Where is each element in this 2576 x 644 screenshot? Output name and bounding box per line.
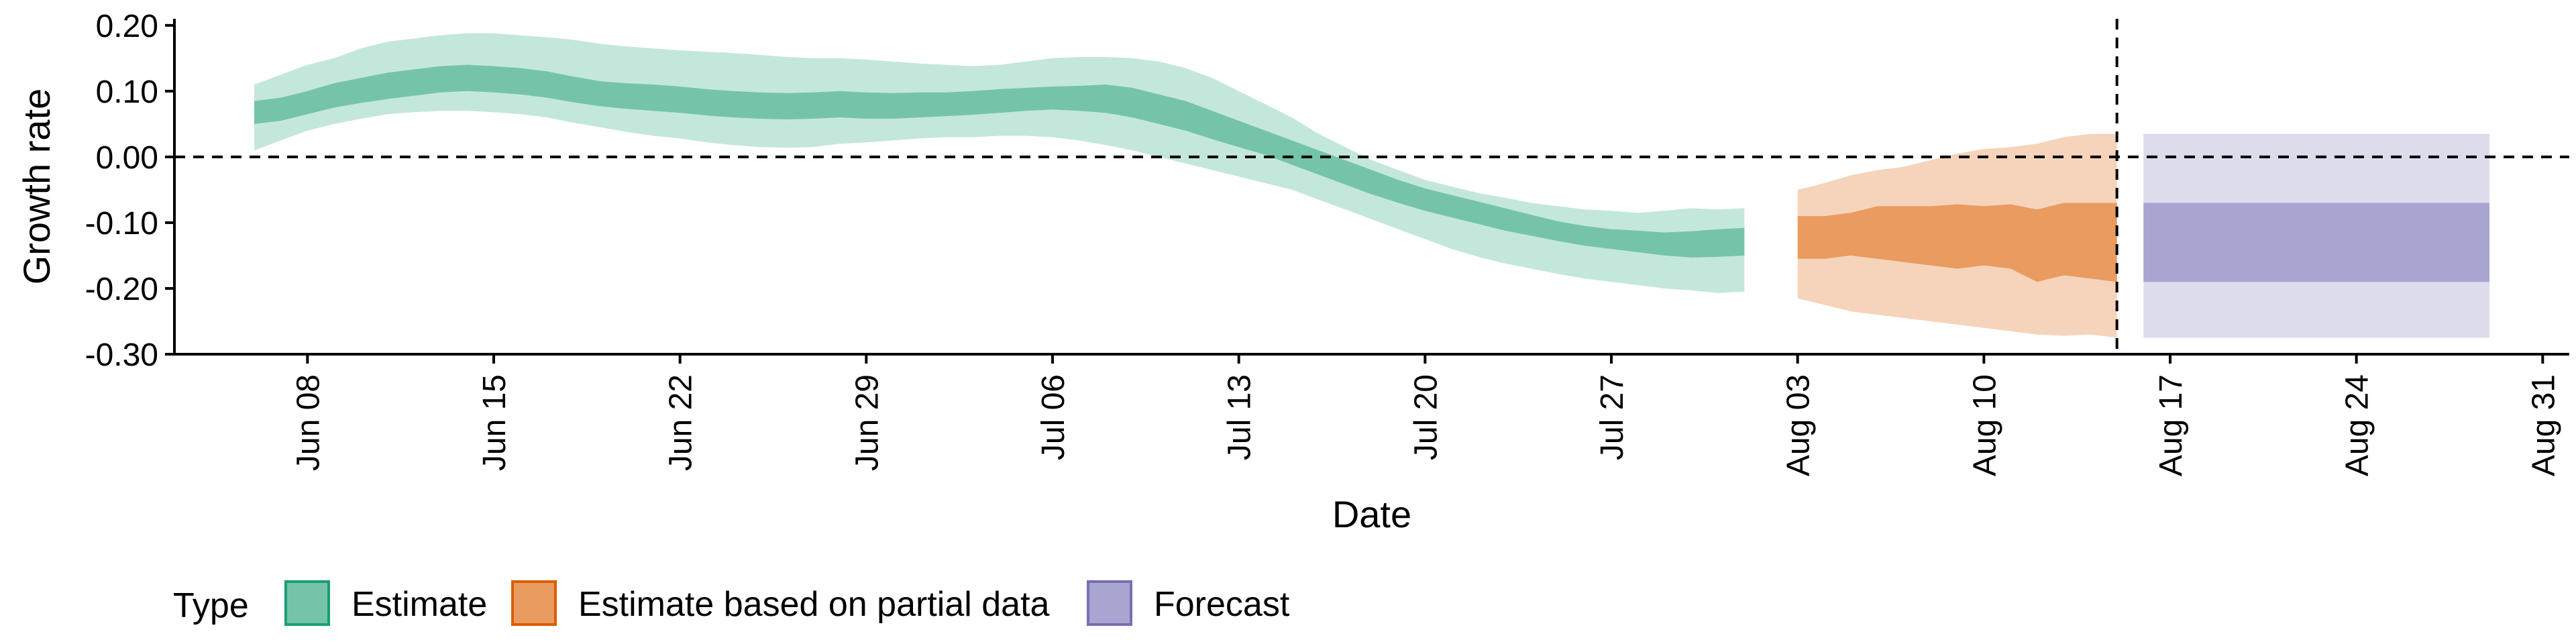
legend-label-estimate: Estimate bbox=[352, 585, 487, 624]
x-tick-label: Jul 06 bbox=[1036, 374, 1071, 460]
x-tick-label: Jul 13 bbox=[1222, 374, 1258, 460]
x-tick-label: Aug 24 bbox=[2340, 374, 2375, 476]
x-tick-label: Aug 31 bbox=[2526, 374, 2561, 476]
x-tick-label: Aug 10 bbox=[1967, 374, 2002, 476]
legend-label-forecast: Forecast bbox=[1154, 585, 1290, 624]
y-tick-label: -0.10 bbox=[85, 206, 158, 241]
reference-lines bbox=[174, 19, 2569, 354]
x-tick-label: Jun 29 bbox=[849, 374, 885, 471]
y-tick-label: 0.10 bbox=[96, 74, 158, 110]
y-axis-title: Growth rate bbox=[15, 89, 58, 285]
estimate-based-on-partial-data-inner-band bbox=[1797, 203, 2117, 282]
legend-key-forecast bbox=[1087, 580, 1132, 626]
x-tick-label: Jun 08 bbox=[290, 374, 326, 471]
axes: 0.20 0.10 0.00 -0.10 -0.20 -0.30 Jun 08 Jun 15 J… bbox=[85, 9, 2569, 476]
legend-key-estimate bbox=[284, 580, 330, 626]
series-bands bbox=[254, 33, 2489, 338]
estimate-inner-band bbox=[254, 64, 1745, 258]
x-axis-title: Date bbox=[1332, 493, 1411, 535]
x-tick-label: Aug 03 bbox=[1781, 374, 1817, 476]
x-tick-label: Jun 15 bbox=[477, 374, 513, 471]
legend-title: Type bbox=[173, 586, 249, 625]
x-tick-label: Aug 17 bbox=[2153, 374, 2189, 476]
legend: Type Estimate Estimate based on partial d… bbox=[173, 580, 1290, 626]
forecast-inner-band bbox=[2143, 203, 2489, 282]
x-tick-label: Jun 22 bbox=[663, 374, 699, 471]
x-tick-label: Jul 20 bbox=[1408, 374, 1444, 460]
legend-key-estimate-based-on-partial-data bbox=[511, 580, 557, 626]
y-tick-label: 0.00 bbox=[96, 140, 158, 176]
y-tick-label: -0.30 bbox=[85, 337, 158, 373]
y-tick-label: -0.20 bbox=[85, 272, 158, 307]
x-tick-label: Jul 27 bbox=[1595, 374, 1630, 460]
legend-label-estimate-based-on-partial-data: Estimate based on partial data bbox=[578, 585, 1050, 624]
y-tick-label: 0.20 bbox=[96, 9, 158, 44]
